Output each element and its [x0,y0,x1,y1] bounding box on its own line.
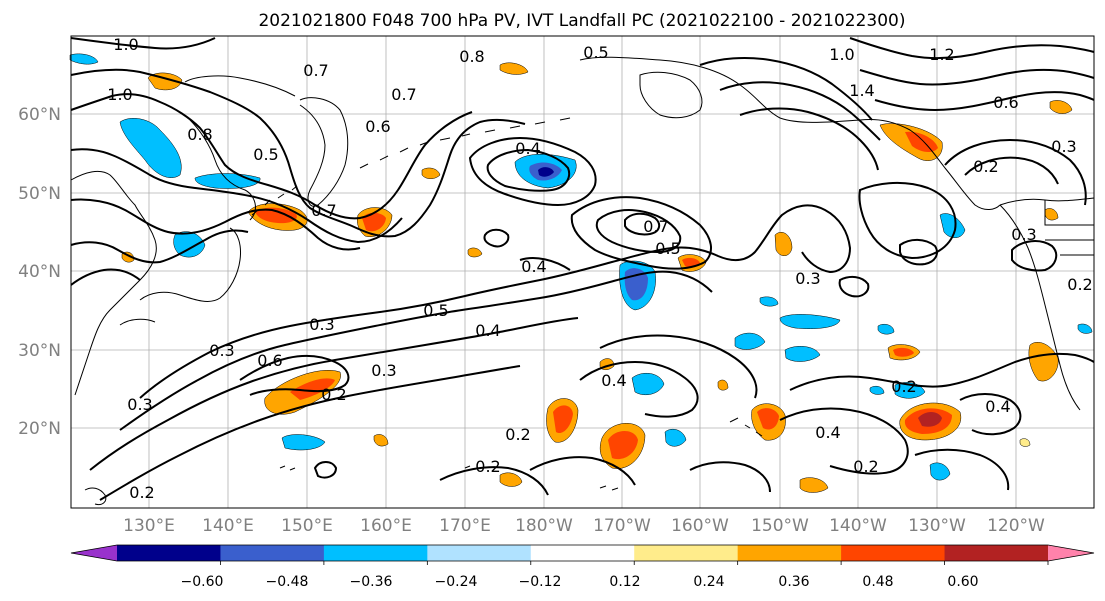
lon-label: 150°W [751,516,809,536]
figure-title: 2021021800 F048 700 hPa PV, IVT Landfall… [258,11,905,31]
contour-label: 0.7 [311,201,336,220]
contour-label: 0.2 [505,425,530,444]
contour-label: 0.2 [1067,275,1092,294]
contour-label: 1.0 [113,35,138,54]
contour-label: 0.7 [643,217,668,236]
colorbar-tick-label: −0.24 [435,574,478,590]
contour-label: 0.8 [459,47,484,66]
colorbar-segment [944,545,1049,561]
lon-label: 120°W [987,516,1045,536]
colorbar-tick-label: 0.60 [947,574,978,590]
contour-label: 0.2 [973,157,998,176]
contour-label: 0.3 [795,269,820,288]
contour-label: 0.4 [815,423,840,442]
colorbar-ticks: −0.60 −0.48 −0.36 −0.24 −0.12 0.12 0.24 … [181,574,979,590]
contour-label: 0.5 [423,301,448,320]
colorbar-segment [737,545,842,561]
contour-label: 0.3 [209,341,234,360]
colorbar-segment [220,545,325,561]
contour-label: 1.0 [829,45,854,64]
contour-label: 0.7 [391,85,416,104]
contour-label: 0.3 [309,315,334,334]
lat-label: 40°N [18,262,61,282]
lat-label: 50°N [18,184,61,204]
contour-label: 0.6 [257,351,282,370]
contour-label: 0.4 [601,371,626,390]
lon-label: 140°W [829,516,887,536]
latitude-labels: 60°N 50°N 40°N 30°N 20°N [18,105,61,439]
contour-label: 0.3 [371,361,396,380]
contours [70,37,1095,501]
colorbar-tick-label: 0.24 [693,574,724,590]
lon-label: 130°W [908,516,966,536]
longitude-labels: 130°E 140°E 150°E 160°E 170°E 180°W 170°… [123,516,1045,536]
lon-label: 150°E [281,516,333,536]
colorbar-segment [117,545,221,561]
contour-label: 0.4 [475,321,500,340]
contour-label: 0.6 [365,117,390,136]
colorbar-segment [323,545,428,561]
lon-label: 130°E [123,516,175,536]
map-content: 1.0 0.7 0.8 0.5 1.0 1.2 1.4 0.6 0.3 0.7 … [69,35,1095,508]
contour-label: 0.3 [1011,225,1036,244]
colorbar-segment [427,545,532,561]
lon-label: 160°W [671,516,729,536]
contour-label: 0.5 [583,43,608,62]
lon-label: 170°E [439,516,491,536]
contour-label: 1.4 [849,81,874,100]
contour-label: 0.5 [253,145,278,164]
lon-label: 160°E [360,516,412,536]
colorbar-segment [634,545,739,561]
contour-label: 0.7 [303,61,328,80]
map-frame [70,35,1095,509]
lon-label: 170°W [593,516,651,536]
colorbar-tick-label: 0.12 [609,574,640,590]
lon-label: 140°E [202,516,254,536]
contour-label: 0.5 [655,239,680,258]
colorbar: −0.60 −0.48 −0.36 −0.24 −0.12 0.12 0.24 … [70,544,1095,590]
contour-label: 0.2 [475,457,500,476]
contour-label: 1.2 [929,45,954,64]
contour-label: 0.8 [187,125,212,144]
colorbar-tick-label: 0.48 [862,574,893,590]
colorbar-tick-label: 0.36 [778,574,809,590]
lat-label: 20°N [18,419,61,439]
contour-label: 0.2 [853,457,878,476]
contour-label: 0.4 [985,397,1010,416]
colorbar-extend-max [1048,545,1094,561]
colorbar-tick-label: −0.36 [350,574,393,590]
lon-label: 180°W [515,516,573,536]
contour-label: 0.3 [1051,137,1076,156]
colorbar-tick-label: −0.48 [266,574,309,590]
coastlines [70,56,1095,505]
colorbar-segments [70,544,1095,565]
lat-label: 30°N [18,341,61,361]
gridlines [71,36,1094,508]
contour-label: 0.2 [321,385,346,404]
colorbar-tick-label: −0.12 [519,574,562,590]
lat-label: 60°N [18,105,61,125]
colorbar-extend-min [71,545,117,561]
contour-label: 1.0 [107,85,132,104]
contour-label: 0.4 [515,139,540,158]
contour-label: 0.2 [129,483,154,502]
contour-label: 0.2 [891,377,916,396]
colorbar-segment [530,545,635,561]
contour-label: 0.6 [993,93,1018,112]
colorbar-segment [841,545,946,561]
colorbar-tick-label: −0.60 [181,574,224,590]
contour-label: 0.4 [521,257,546,276]
contour-labels: 1.0 0.7 0.8 0.5 1.0 1.2 1.4 0.6 0.3 0.7 … [107,35,1092,502]
contour-label: 0.3 [127,395,152,414]
